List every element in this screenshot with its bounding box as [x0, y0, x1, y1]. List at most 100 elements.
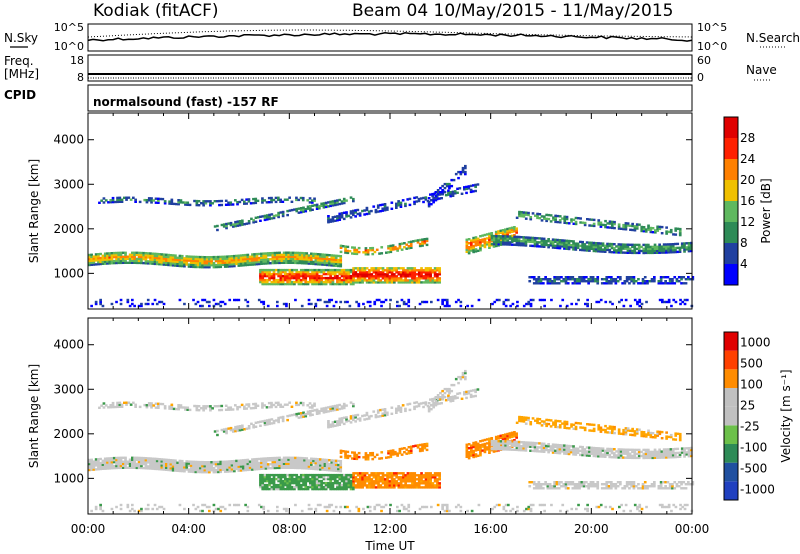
- velocity-cell: [251, 462, 254, 465]
- power-cell: [356, 281, 360, 284]
- power-cell: [373, 250, 377, 254]
- velocity-cell: [309, 481, 312, 485]
- power-cell: [261, 201, 264, 204]
- power-cell: [633, 247, 637, 251]
- velocity-cell: [301, 403, 305, 407]
- power-cell: [261, 215, 265, 218]
- velocity-cell: [424, 482, 428, 485]
- power-cell: [239, 258, 243, 261]
- power-cell: [119, 298, 123, 302]
- power-cell: [361, 277, 364, 280]
- velocity-cell: [349, 479, 353, 483]
- power-cell: [465, 240, 469, 243]
- power-cell: [189, 259, 193, 262]
- velocity-cell: [397, 476, 401, 479]
- power-cell: [529, 238, 532, 241]
- power-cell: [563, 239, 566, 242]
- power-cell: [388, 269, 392, 272]
- power-cell: [333, 203, 337, 207]
- power-cell: [558, 245, 562, 248]
- velocity-cell: [236, 429, 240, 432]
- power-cell: [374, 267, 378, 270]
- power-cell: [423, 242, 427, 245]
- velocity-cell: [390, 484, 394, 487]
- velocity-cell: [432, 398, 435, 401]
- velocity-cell: [234, 404, 237, 407]
- power-cell: [352, 269, 355, 272]
- power-cell: [365, 273, 369, 276]
- velocity-cell: [465, 392, 468, 396]
- power-cell: [472, 250, 475, 254]
- power-cell: [195, 201, 199, 205]
- velocity-cell: [212, 466, 216, 470]
- power-cell: [667, 300, 671, 304]
- power-cell: [302, 206, 305, 209]
- velocity-cell: [313, 479, 317, 483]
- power-cell: [119, 259, 123, 263]
- velocity-cell: [239, 465, 243, 468]
- velocity-cell: [502, 442, 505, 445]
- velocity-cell: [266, 463, 270, 466]
- power-cell: [413, 269, 417, 272]
- velocity-cell: [252, 406, 255, 410]
- power-cell: [448, 182, 451, 186]
- velocity-cell: [336, 483, 339, 487]
- power-cell: [438, 269, 441, 272]
- power-cell: [153, 260, 157, 264]
- power-cell: [502, 302, 506, 306]
- power-cell: [665, 230, 668, 233]
- velocity-cell: [349, 417, 353, 420]
- power-cell: [92, 257, 96, 260]
- velocity-cell: [217, 468, 220, 472]
- power-cell: [327, 272, 330, 276]
- power-cell: [333, 199, 337, 203]
- velocity-cell: [485, 448, 489, 451]
- velocity-cell: [422, 486, 426, 489]
- velocity-cell: [244, 458, 247, 462]
- power-cell: [619, 251, 623, 254]
- velocity-cell: [181, 406, 185, 409]
- power-cell: [624, 226, 628, 229]
- power-cell: [657, 280, 661, 283]
- velocity-cell: [474, 388, 477, 392]
- velocity-cell: [146, 457, 150, 460]
- power-cell: [109, 199, 113, 202]
- power-cell: [347, 272, 351, 276]
- velocity-cell: [261, 477, 265, 481]
- power-cell: [199, 261, 202, 265]
- power-cell: [683, 244, 686, 247]
- velocity-cell: [219, 462, 223, 466]
- velocity-cell: [492, 441, 496, 445]
- velocity-cell: [338, 485, 342, 489]
- power-cell: [354, 273, 358, 276]
- power-cell: [402, 271, 405, 274]
- velocity-cell: [391, 449, 395, 452]
- velocity-cell: [404, 484, 407, 487]
- power-cell: [533, 240, 537, 244]
- velocity-cell: [309, 473, 312, 477]
- velocity-cell: [438, 482, 441, 485]
- velocity-cell: [370, 482, 374, 485]
- power-cell: [302, 278, 305, 282]
- velocity-cell: [502, 440, 505, 443]
- power-cell: [210, 258, 213, 261]
- velocity-cell: [349, 475, 353, 479]
- velocity-cell: [425, 442, 429, 446]
- velocity-cell: [261, 473, 265, 477]
- velocity-cell: [529, 449, 532, 452]
- power-cell: [429, 273, 432, 276]
- velocity-cell: [247, 403, 251, 406]
- velocity-cell: [357, 455, 361, 459]
- power-cell: [329, 272, 332, 276]
- velocity-cell: [427, 482, 430, 485]
- power-cell: [277, 270, 280, 274]
- velocity-cell: [474, 447, 478, 450]
- velocity-cell: [290, 475, 294, 479]
- velocity-cell: [297, 487, 301, 491]
- power-cell: [313, 274, 317, 278]
- power-cell: [676, 227, 680, 230]
- power-cell: [653, 280, 656, 283]
- power-cell: [257, 298, 261, 302]
